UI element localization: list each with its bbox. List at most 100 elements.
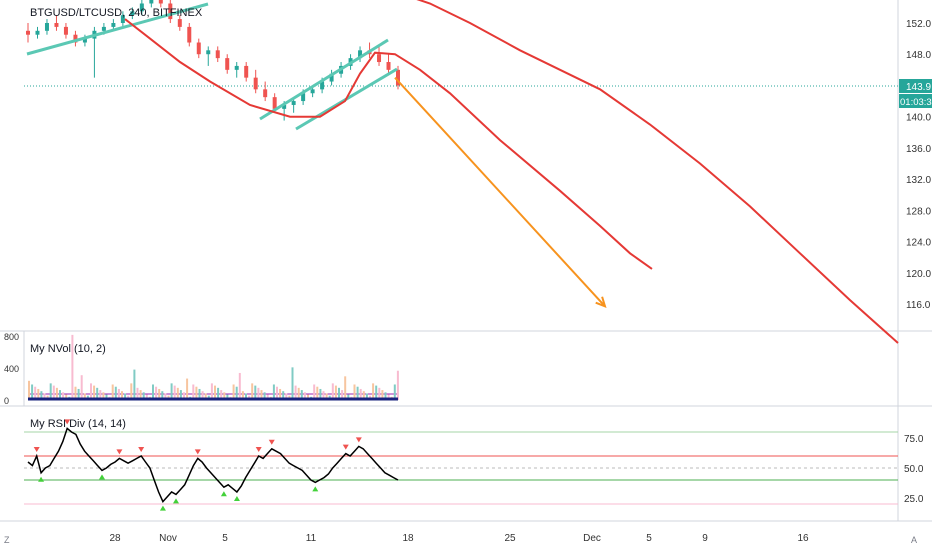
volume-bar	[313, 384, 316, 400]
arrow-head	[595, 296, 607, 309]
volume-bar	[334, 385, 337, 400]
symbol-title[interactable]: BTGUSD/LTCUSD, 240, BITFINEX	[30, 7, 203, 19]
volume-bar	[201, 391, 204, 400]
volume-bar	[204, 393, 207, 400]
candle-body	[377, 54, 382, 63]
candle-body	[396, 69, 400, 86]
rsi-tick-label: 75.0	[904, 434, 924, 445]
volume-bar	[375, 385, 378, 400]
candle-body	[386, 62, 391, 70]
zoom-button[interactable]: Z	[4, 535, 10, 545]
candle-body	[282, 104, 287, 109]
volume-bar	[322, 391, 325, 400]
rsi-line	[27, 427, 399, 503]
time-axis[interactable]: 28 Nov 5 11 18 25 Dec 5 9 16	[109, 533, 809, 544]
volume-bar	[251, 383, 254, 400]
volume-bar	[183, 392, 185, 400]
volume-bar	[226, 394, 229, 400]
volume-bar	[260, 390, 263, 400]
volume-bar	[325, 393, 328, 400]
candle-body	[26, 30, 30, 35]
volume-bar	[241, 391, 244, 400]
volume-bar	[121, 391, 123, 400]
candle-body	[168, 3, 173, 20]
volume-bar	[344, 376, 347, 400]
price-tick-label: 128.0	[906, 206, 931, 217]
volume-bar	[378, 387, 381, 400]
time-tick-label: 18	[402, 533, 414, 544]
volume-bar	[43, 393, 46, 400]
volume-indicator-title[interactable]: My NVol (10, 2)	[30, 343, 106, 355]
rsi-trough-marker	[233, 496, 240, 501]
time-tick-label: 5	[222, 533, 228, 544]
volume-bar	[235, 386, 238, 400]
price-tick-label: 136.0	[906, 144, 931, 155]
volume-bar	[359, 388, 362, 400]
volume-bar	[133, 369, 136, 400]
volume-bar	[74, 386, 77, 400]
rsi-trough-marker	[312, 486, 319, 492]
rsi-peak-marker	[64, 419, 71, 425]
volume-bar	[266, 394, 269, 400]
volume-bar	[96, 387, 99, 400]
candle-body	[139, 3, 144, 12]
volume-tick-label: 400	[4, 364, 19, 374]
rsi-tick-label: 25.0	[904, 494, 924, 505]
volume-bar	[93, 385, 96, 400]
volume-bar	[179, 390, 182, 400]
volume-bar	[381, 390, 384, 400]
volume-bar	[198, 388, 201, 400]
rsi-series	[24, 419, 898, 511]
volume-bar	[217, 387, 220, 400]
time-tick-label: 5	[646, 533, 652, 544]
volume-bar	[263, 392, 266, 400]
candle-body	[310, 89, 315, 94]
volume-axis: 800 400 0	[4, 332, 19, 406]
time-tick-label: Dec	[583, 533, 601, 544]
volume-bar	[31, 384, 34, 400]
price-tick-label: 120.0	[906, 269, 931, 280]
curve-line	[124, 18, 653, 270]
time-tick-label: 25	[504, 533, 516, 544]
candle-body	[206, 50, 211, 55]
projection-arrow[interactable]	[394, 76, 607, 309]
candle-body	[301, 93, 306, 102]
rsi-indicator-title[interactable]: My RSI Div (14, 14)	[30, 418, 126, 430]
volume-bar	[49, 383, 52, 400]
volume-bar	[145, 394, 148, 400]
candle-body	[54, 23, 59, 27]
curve-drawings[interactable]	[124, 0, 899, 344]
volume-bar	[105, 394, 108, 400]
time-tick-label: 9	[702, 533, 708, 544]
volume-bar	[319, 388, 322, 400]
rsi-peak-marker	[268, 439, 275, 445]
volume-bar	[161, 391, 164, 400]
volume-bar	[155, 386, 158, 400]
time-tick-label: 16	[797, 533, 809, 544]
volume-tick-label: 800	[4, 332, 19, 342]
price-axis[interactable]: 152.0148.0144.0140.0136.0132.0128.0124.0…	[906, 19, 931, 311]
volume-bar	[111, 384, 114, 400]
volume-bar	[37, 388, 40, 400]
volume-bar	[294, 385, 297, 400]
rsi-tick-label: 50.0	[904, 464, 924, 475]
volume-bar	[71, 334, 74, 400]
volume-bar	[152, 384, 154, 400]
volume-bar	[176, 387, 179, 400]
candle-body	[225, 58, 230, 70]
volume-bar	[257, 387, 260, 400]
rsi-peak-marker	[355, 437, 362, 443]
volume-bar	[365, 393, 368, 400]
price-tick-label: 116.0	[906, 300, 931, 311]
auto-scale-button[interactable]: A	[911, 535, 917, 545]
volume-bar	[387, 394, 390, 400]
volume-bar	[210, 383, 213, 400]
volume-bar	[220, 390, 223, 400]
volume-tick-label: 0	[4, 396, 9, 406]
volume-bar	[195, 386, 198, 400]
countdown-badge	[899, 94, 932, 108]
volume-bar	[316, 386, 319, 400]
volume-bar	[396, 370, 399, 400]
volume-bar	[83, 393, 86, 400]
